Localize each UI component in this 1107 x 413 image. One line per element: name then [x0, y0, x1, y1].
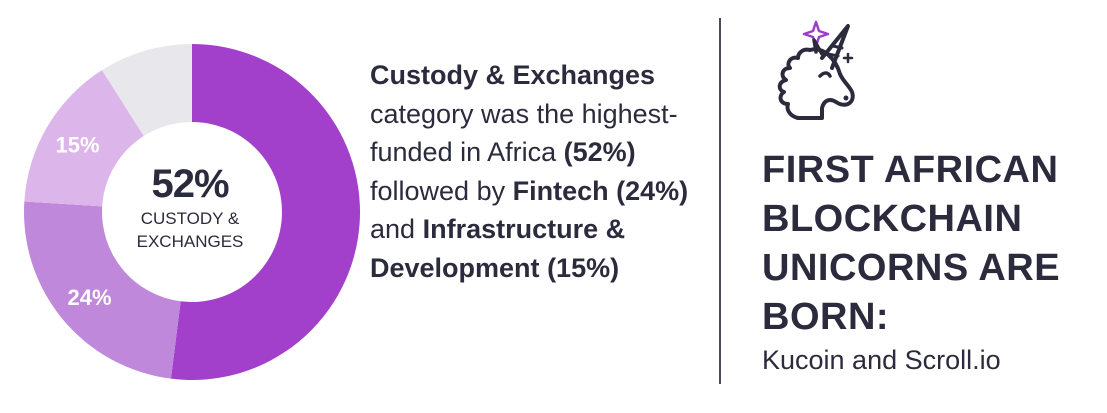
desc-followed: followed by [370, 175, 506, 206]
donut-slice [170, 44, 360, 380]
desc-and: and [370, 214, 416, 244]
donut-chart-svg: 24% 15% [24, 44, 360, 380]
slice-label: 15% [55, 132, 99, 157]
vertical-divider [719, 18, 721, 384]
desc-infra: Infrastructure & Development [370, 214, 626, 283]
headline-line: FIRST AFRICAN [762, 149, 1059, 191]
desc-pct1: (52%) [563, 137, 636, 167]
subline: Kucoin and Scroll.io [762, 345, 1001, 375]
desc-line1: category was the highest-funded in Afric… [370, 98, 678, 168]
headline-line: BORN: [762, 296, 890, 338]
description-text: Custody & Exchanges category was the hig… [370, 56, 700, 287]
center-label: CUSTODY & EXCHANGES [136, 209, 244, 251]
headline-line: BLOCKCHAIN [762, 198, 1023, 240]
desc-fintech: Fintech [512, 175, 609, 206]
desc-custody-bold: Custody & Exchanges [370, 60, 656, 90]
donut-slice [101, 44, 192, 137]
desc-pct3: (15%) [547, 252, 620, 283]
unicorn-icon [777, 20, 855, 120]
donut-chart: 24% 15% 52% CUSTODY & EXCHANGES [0, 0, 420, 413]
donut-slice [24, 70, 144, 207]
desc-pct2: (24%) [616, 175, 689, 206]
slice-label: 24% [67, 285, 111, 310]
headline: FIRST AFRICAN BLOCKCHAIN UNICORNS ARE BO… [762, 146, 1082, 342]
center-value: 52% [151, 162, 229, 206]
donut-slice [24, 201, 181, 379]
headline-line: UNICORNS ARE [762, 247, 1061, 289]
